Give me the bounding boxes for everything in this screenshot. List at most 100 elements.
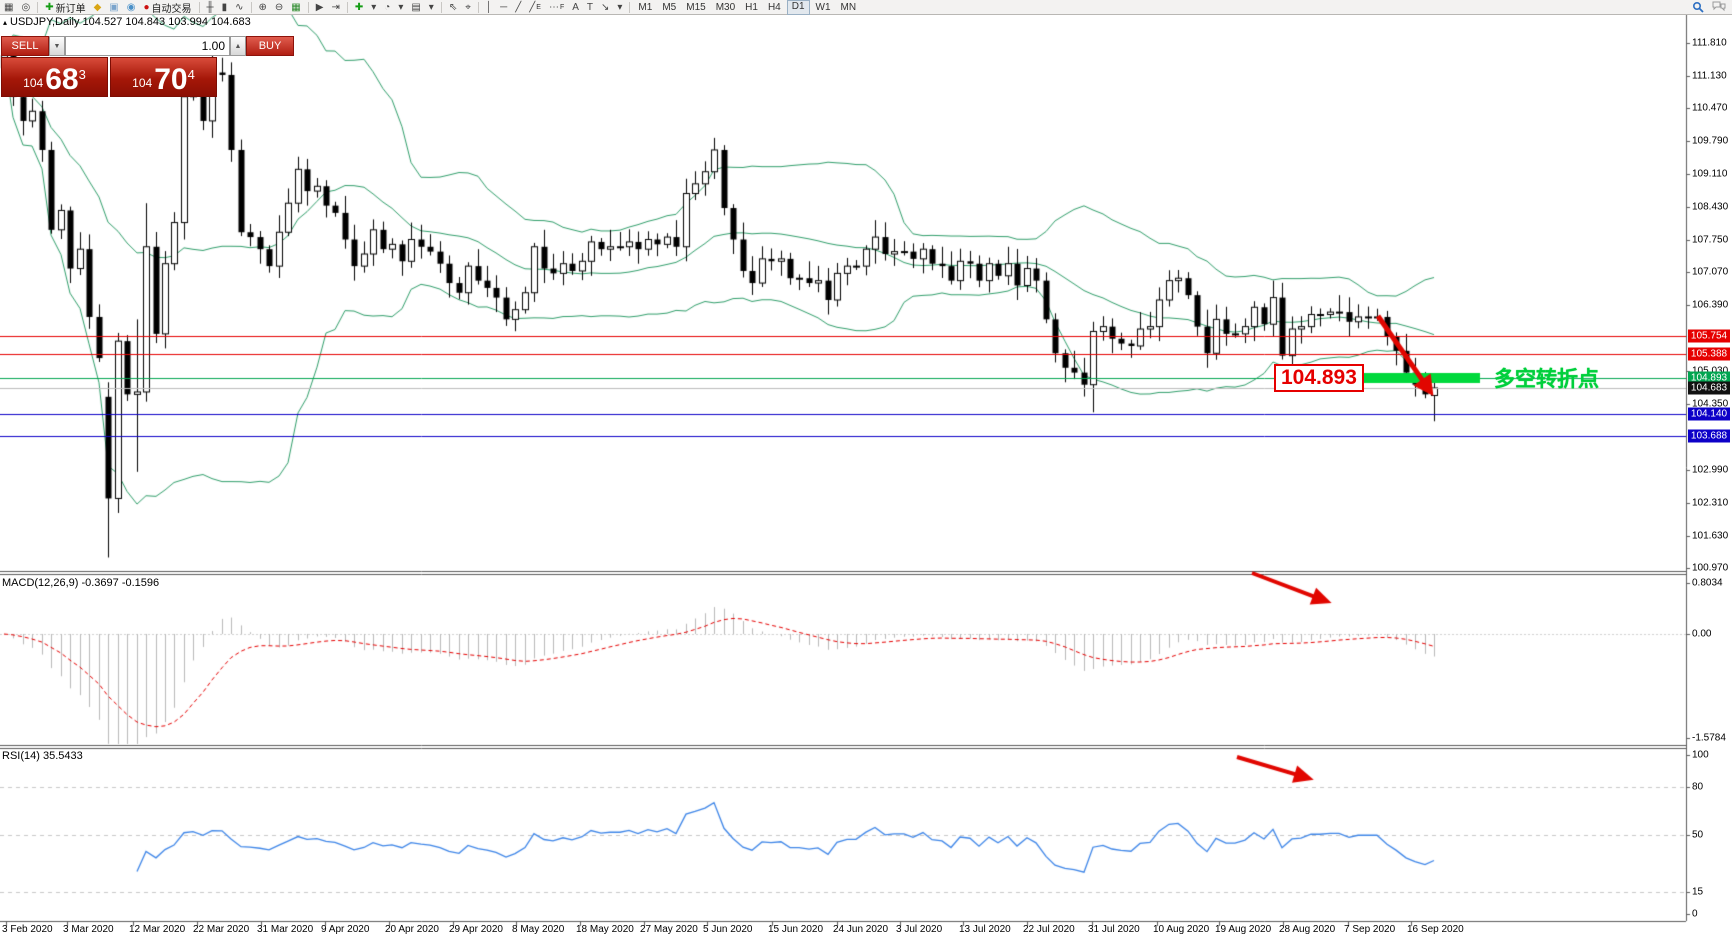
- timeframe-button-h1[interactable]: H1: [745, 1, 758, 13]
- chart-shift-icon[interactable]: ⇥: [328, 1, 342, 14]
- bid-prefix: 104: [23, 76, 44, 90]
- templates-dropdown-icon[interactable]: ▾: [426, 1, 437, 14]
- date-axis-label: 16 Sep 2020: [1407, 924, 1464, 935]
- rsi-axis-label: 50: [1692, 829, 1704, 841]
- timeframe-button-h4[interactable]: H4: [767, 1, 781, 13]
- zoom-in-icon: ⊕: [258, 1, 267, 13]
- auto-scroll-icon[interactable]: ▶: [313, 1, 327, 14]
- new-order-button[interactable]: ✚ 新订单: [42, 1, 88, 15]
- date-axis-label: 15 Jun 2020: [768, 924, 824, 935]
- vertical-line-tool-icon: │: [485, 1, 493, 13]
- fibonacci-tool-icon: ⋯: [548, 1, 559, 13]
- signal-icon[interactable]: ◉: [124, 1, 139, 14]
- price-axis-label: 106.390: [1692, 299, 1729, 311]
- tile-windows-icon[interactable]: ▦: [288, 1, 303, 14]
- buy-button[interactable]: BUY: [246, 36, 294, 56]
- chart-window-icon[interactable]: ▦: [1, 1, 16, 14]
- auto-trading-button[interactable]: ● 自动交易: [140, 1, 194, 15]
- timeframe-button-m1[interactable]: M1: [638, 1, 653, 13]
- arrows-tool-icon: ↘: [601, 1, 610, 13]
- zoom-in-icon[interactable]: ⊕: [256, 1, 270, 14]
- price-axis-label: 105.030: [1692, 366, 1728, 377]
- sell-button[interactable]: SELL: [1, 36, 49, 56]
- indicators-icon[interactable]: ✚: [352, 1, 366, 14]
- date-axis-label: 7 Sep 2020: [1344, 924, 1396, 935]
- price-level-callout[interactable]: 104.893: [1274, 364, 1364, 392]
- zoom-out-icon: ⊖: [274, 1, 284, 13]
- periods-dropdown-icon[interactable]: ▾: [395, 1, 406, 14]
- indicators-dropdown-icon[interactable]: ▾: [368, 1, 379, 14]
- toolbar-separator: [477, 1, 479, 13]
- price-axis-label: 102.990: [1692, 464, 1729, 476]
- price-axis-label: 101.630: [1692, 530, 1729, 542]
- tile-windows-icon: ▦: [291, 1, 301, 13]
- volume-decrease-button[interactable]: ▼: [49, 36, 65, 56]
- chart-title: ▴ USDJPY,Daily 104.527 104.843 103.994 10…: [3, 16, 251, 28]
- line-chart-icon[interactable]: ∿: [232, 1, 246, 14]
- ask-price-button[interactable]: 104 70 4: [110, 57, 217, 97]
- zoom-out-icon[interactable]: ⊖: [272, 1, 286, 14]
- gold-icon[interactable]: ◆: [91, 1, 105, 14]
- chart-window-collapse-icon[interactable]: ▴: [3, 18, 8, 27]
- cloud-icon[interactable]: ▣: [106, 1, 121, 14]
- date-axis-label: 3 Mar 2020: [63, 924, 114, 935]
- cursor-tool-icon: ⇖: [448, 1, 458, 13]
- arrows-dropdown-icon[interactable]: ▾: [614, 1, 625, 14]
- timeframe-button-d1[interactable]: D1: [786, 0, 810, 15]
- timeframe-button-mn[interactable]: MN: [840, 1, 857, 13]
- bid-price-button[interactable]: 104 68 3: [1, 57, 108, 97]
- date-axis-label: 18 May 2020: [576, 924, 634, 935]
- cursor-tool-icon[interactable]: ⇖: [446, 1, 460, 14]
- date-axis-label: 27 May 2020: [640, 924, 698, 935]
- periods-icon[interactable]: ◔: [381, 1, 393, 14]
- macd-axis-label: 0.00: [1692, 628, 1712, 640]
- toolbar-separator: [440, 1, 442, 13]
- macd-axis-label: -1.5784: [1692, 732, 1726, 744]
- text-label-tool-icon[interactable]: T: [584, 1, 596, 14]
- price-level-badge: 105.388: [1688, 347, 1730, 361]
- text-label-tool-icon: T: [586, 1, 593, 13]
- line-chart-icon: ∿: [235, 1, 244, 13]
- fibonacci-tool-icon[interactable]: ⋯ F: [546, 1, 567, 14]
- date-axis-label: 28 Aug 2020: [1279, 924, 1336, 935]
- timeframe-button-m5[interactable]: M5: [662, 1, 677, 13]
- templates-dropdown-icon: ▾: [428, 1, 434, 13]
- indicators-icon: ✚: [354, 1, 364, 13]
- record-icon: ●: [143, 1, 150, 13]
- price-axis-label: 102.310: [1692, 497, 1729, 509]
- chat-icon[interactable]: [1709, 0, 1729, 13]
- date-axis-label: 12 Mar 2020: [129, 924, 186, 935]
- timeframe-button-m30[interactable]: M30: [715, 1, 736, 13]
- text-tool-icon[interactable]: A: [569, 1, 582, 14]
- volume-increase-button[interactable]: ▲: [230, 36, 246, 56]
- templates-icon: ▤: [411, 1, 421, 13]
- arrows-tool-icon[interactable]: ↘: [598, 1, 612, 14]
- candlestick-chart-icon[interactable]: ▮: [219, 1, 231, 14]
- equidistant-channel-tool-icon[interactable]: ╱ E: [526, 1, 544, 14]
- horizontal-line-tool-icon: ─: [500, 1, 508, 13]
- price-axis-label: 111.130: [1692, 70, 1727, 82]
- price-level-badge: 104.140: [1688, 407, 1730, 421]
- turning-point-annotation[interactable]: 多空转折点: [1494, 368, 1599, 391]
- cloud-icon: ▣: [109, 1, 119, 13]
- horizontal-line-tool-icon[interactable]: ─: [497, 1, 510, 14]
- auto-trading-button-label: 自动交易: [151, 3, 192, 15]
- templates-icon[interactable]: ▤: [408, 1, 423, 14]
- zoom-window-icon[interactable]: ◎: [18, 1, 33, 14]
- arrows-dropdown-icon: ▾: [617, 1, 623, 13]
- bar-chart-icon[interactable]: ╫: [204, 1, 217, 14]
- timeframe-button-w1[interactable]: W1: [815, 1, 831, 13]
- toolbar-separator: [629, 1, 631, 13]
- search-icon[interactable]: [1689, 0, 1707, 13]
- chart-window-icon: ▦: [4, 1, 14, 13]
- vertical-line-tool-icon[interactable]: │: [483, 1, 495, 14]
- crosshair-tool-icon[interactable]: ⌖: [462, 1, 474, 14]
- timeframe-button-m15[interactable]: M15: [686, 1, 706, 13]
- rsi-axis-label: 0: [1692, 908, 1698, 920]
- date-axis-label: 22 Jul 2020: [1023, 924, 1075, 935]
- trendline-tool-icon[interactable]: ╱: [512, 1, 524, 14]
- volume-input[interactable]: [65, 36, 230, 56]
